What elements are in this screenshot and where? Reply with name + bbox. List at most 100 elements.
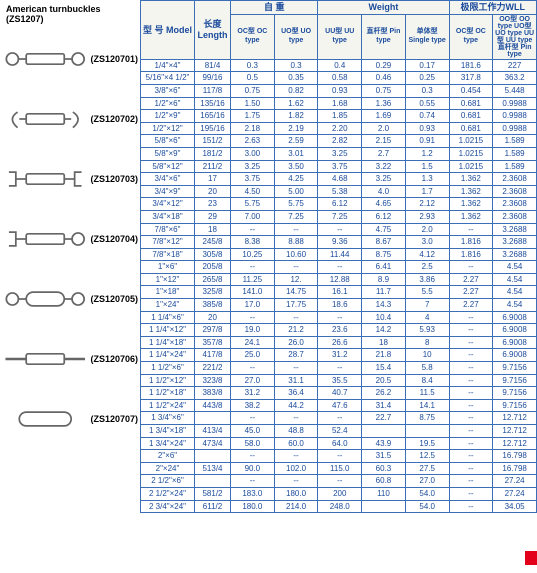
table-cell: 102.0	[274, 462, 318, 475]
table-cell: 20.5	[362, 374, 406, 387]
table-cell: 1.3	[405, 173, 449, 186]
table-row: 7/8"×6"18------4.752.0--3.2688	[141, 223, 537, 236]
table-cell: 385/8	[195, 299, 231, 312]
table-cell: 1"×6"	[141, 261, 195, 274]
table-cell: 4.54	[493, 273, 537, 286]
table-cell: 9.36	[318, 236, 362, 249]
table-cell: 4.54	[493, 261, 537, 274]
table-cell	[362, 425, 406, 438]
table-cell: --	[449, 374, 493, 387]
table-cell: 110	[362, 487, 406, 500]
table-cell: 473/4	[195, 437, 231, 450]
table-cell: 18	[195, 223, 231, 236]
th-uu: UU型 UU type	[318, 14, 362, 59]
th-pin: 直杆型 Pin type	[362, 14, 406, 59]
table-cell: --	[449, 399, 493, 412]
product-item: (ZS120705)	[2, 270, 138, 328]
table-cell: 4.50	[231, 185, 275, 198]
table-cell: 200	[318, 487, 362, 500]
table-cell: 0.55	[405, 97, 449, 110]
table-row: 1 1/4"×12"297/819.021.223.614.25.93--6.9…	[141, 324, 537, 337]
table-cell: --	[318, 223, 362, 236]
table-row: 1/4"×4"81/40.30.30.40.290.17181.6227	[141, 59, 537, 72]
table-cell: 4.54	[493, 299, 537, 312]
table-cell: 5.448	[493, 84, 537, 97]
table-cell: 12.5	[405, 450, 449, 463]
table-row: 7/8"×12"245/88.388.889.368.673.01.8163.2…	[141, 236, 537, 249]
table-cell	[195, 450, 231, 463]
table-row: 1 3/4"×18"413/445.048.852.4--12.712	[141, 425, 537, 438]
table-cell: 3/8"×6"	[141, 84, 195, 97]
table-cell: 7/8"×6"	[141, 223, 195, 236]
table-cell: 19.5	[405, 437, 449, 450]
table-cell: 31.1	[274, 374, 318, 387]
table-cell: 11.7	[362, 286, 406, 299]
table-cell: --	[318, 450, 362, 463]
table-row: 1 1/4"×18"357/824.126.026.6188--6.9008	[141, 336, 537, 349]
table-cell: 27.0	[405, 475, 449, 488]
table-cell: 2.82	[318, 135, 362, 148]
table-cell: --	[231, 311, 275, 324]
table-cell: 2 3/4"×24"	[141, 500, 195, 513]
table-cell: --	[318, 261, 362, 274]
table-cell: 0.9988	[493, 122, 537, 135]
table-cell: 1"×18"	[141, 286, 195, 299]
table-cell: 5/8"×12"	[141, 160, 195, 173]
table-cell: 23	[195, 198, 231, 211]
table-cell: --	[274, 450, 318, 463]
product-item: (ZS120707)	[2, 390, 138, 448]
table-row: 1/2"×6"135/161.501.621.681.360.550.6810.…	[141, 97, 537, 110]
table-cell: 12.712	[493, 437, 537, 450]
table-row: 1 1/2"×6"221/2------15.45.8--9.7156	[141, 362, 537, 375]
table-cell: 6.9008	[493, 336, 537, 349]
table-cell: 1 1/2"×18"	[141, 387, 195, 400]
table-cell: 5.5	[405, 286, 449, 299]
table-row: 1 1/4"×24"417/825.028.731.221.810--6.900…	[141, 349, 537, 362]
table-cell: 323/8	[195, 374, 231, 387]
table-cell: 0.5	[231, 72, 275, 85]
table-cell: 81/4	[195, 59, 231, 72]
table-row: 1 1/2"×12"323/827.031.135.520.58.4--9.71…	[141, 374, 537, 387]
table-cell: --	[231, 362, 275, 375]
table-cell: 2.27	[449, 299, 493, 312]
table-cell: 1 3/4"×6"	[141, 412, 195, 425]
table-cell: --	[449, 336, 493, 349]
table-cell: 1.816	[449, 248, 493, 261]
table-cell: 165/16	[195, 110, 231, 123]
table-row: 1"×18"325/8141.014.7516.111.75.52.274.54	[141, 286, 537, 299]
table-cell: 3.50	[274, 160, 318, 173]
table-cell: 17.75	[274, 299, 318, 312]
table-cell: 3.2688	[493, 223, 537, 236]
th-wll-rest: OO型 OO type UO型 UO type UU型 UU type 直杆型 …	[493, 14, 537, 59]
table-cell: 5/8"×6"	[141, 135, 195, 148]
table-cell: 2.3608	[493, 185, 537, 198]
table-cell: 2"×6"	[141, 450, 195, 463]
page-title: American turnbuckles (ZS1207)	[2, 4, 138, 24]
table-cell: --	[449, 324, 493, 337]
table-cell: 1.362	[449, 173, 493, 186]
table-cell: 4	[405, 311, 449, 324]
table-cell: --	[449, 223, 493, 236]
table-cell: 43.9	[362, 437, 406, 450]
table-row: 1"×12"265/811.2512.12.888.93.862.274.54	[141, 273, 537, 286]
table-cell: 2 1/2"×24"	[141, 487, 195, 500]
th-oc: OC型 OC type	[231, 14, 275, 59]
table-cell: 1 1/4"×24"	[141, 349, 195, 362]
table-cell: 3/4"×9"	[141, 185, 195, 198]
table-cell: --	[231, 223, 275, 236]
table-cell: 0.681	[449, 122, 493, 135]
table-cell: 0.46	[362, 72, 406, 85]
table-cell: 12.712	[493, 425, 537, 438]
table-cell: 2.3608	[493, 173, 537, 186]
table-cell: 2.63	[231, 135, 275, 148]
table-cell: --	[449, 387, 493, 400]
table-cell: 5.75	[231, 198, 275, 211]
table-cell: 54.0	[405, 487, 449, 500]
th-wll: 极限工作力WLL	[449, 1, 536, 15]
table-cell: 2 1/2"×6"	[141, 475, 195, 488]
table-cell: 3.86	[405, 273, 449, 286]
table-cell: 2"×24"	[141, 462, 195, 475]
table-cell: 31.2	[231, 387, 275, 400]
table-cell: 1/4"×4"	[141, 59, 195, 72]
th-length: 长度 Length	[195, 1, 231, 60]
